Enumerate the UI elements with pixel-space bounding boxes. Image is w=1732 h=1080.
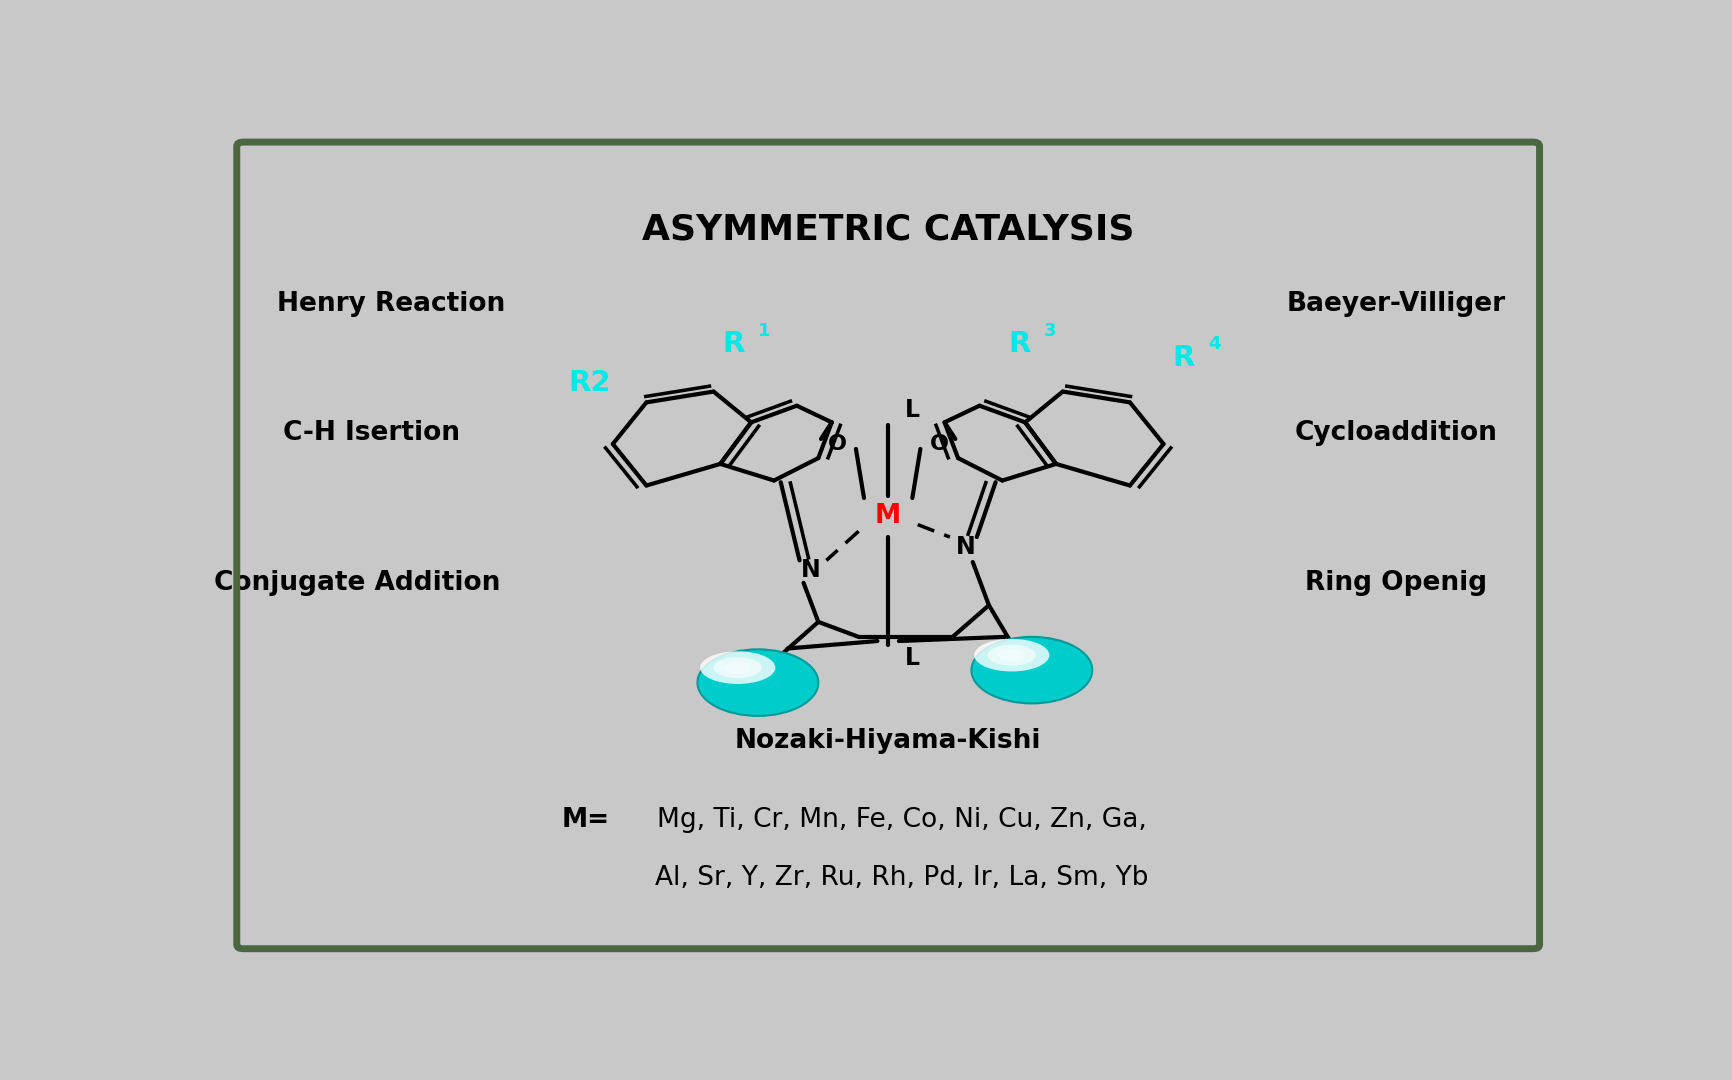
Text: Al, Sr, Y, Zr, Ru, Rh, Pd, Ir, La, Sm, Yb: Al, Sr, Y, Zr, Ru, Rh, Pd, Ir, La, Sm, Y… — [655, 865, 1148, 891]
Text: Nozaki-Hiyama-Kishi: Nozaki-Hiyama-Kishi — [734, 728, 1041, 754]
Ellipse shape — [724, 662, 750, 674]
Text: C-H Isertion: C-H Isertion — [282, 420, 459, 446]
Ellipse shape — [973, 639, 1048, 672]
Ellipse shape — [998, 649, 1025, 661]
Text: ASYMMETRIC CATALYSIS: ASYMMETRIC CATALYSIS — [641, 213, 1134, 246]
Ellipse shape — [696, 649, 818, 716]
Text: Mg, Ti, Cr, Mn, Fe, Co, Ni, Cu, Zn, Ga,: Mg, Ti, Cr, Mn, Fe, Co, Ni, Cu, Zn, Ga, — [656, 807, 1147, 833]
Text: Baeyer-Villiger: Baeyer-Villiger — [1285, 292, 1505, 318]
Text: Cycloaddition: Cycloaddition — [1294, 420, 1496, 446]
Text: Henry Reaction: Henry Reaction — [277, 292, 506, 318]
Text: R: R — [1008, 330, 1031, 359]
Ellipse shape — [987, 645, 1036, 665]
Text: L: L — [904, 646, 920, 670]
Text: R2: R2 — [568, 369, 611, 397]
Text: Ring Openig: Ring Openig — [1304, 570, 1486, 596]
Text: O: O — [928, 434, 947, 454]
Text: R: R — [722, 330, 745, 359]
Text: M: M — [875, 503, 901, 529]
Text: 4: 4 — [1207, 335, 1219, 353]
Ellipse shape — [700, 651, 774, 684]
Ellipse shape — [714, 657, 762, 678]
Text: Conjugate Addition: Conjugate Addition — [215, 570, 501, 596]
Text: R: R — [1173, 345, 1193, 373]
Ellipse shape — [972, 637, 1091, 703]
Text: M=: M= — [561, 807, 610, 833]
Text: O: O — [828, 434, 847, 454]
Text: 3: 3 — [1043, 322, 1057, 340]
Text: L: L — [904, 397, 920, 422]
Text: 1: 1 — [757, 322, 771, 340]
Text: N: N — [800, 558, 819, 582]
Text: N: N — [956, 535, 975, 559]
